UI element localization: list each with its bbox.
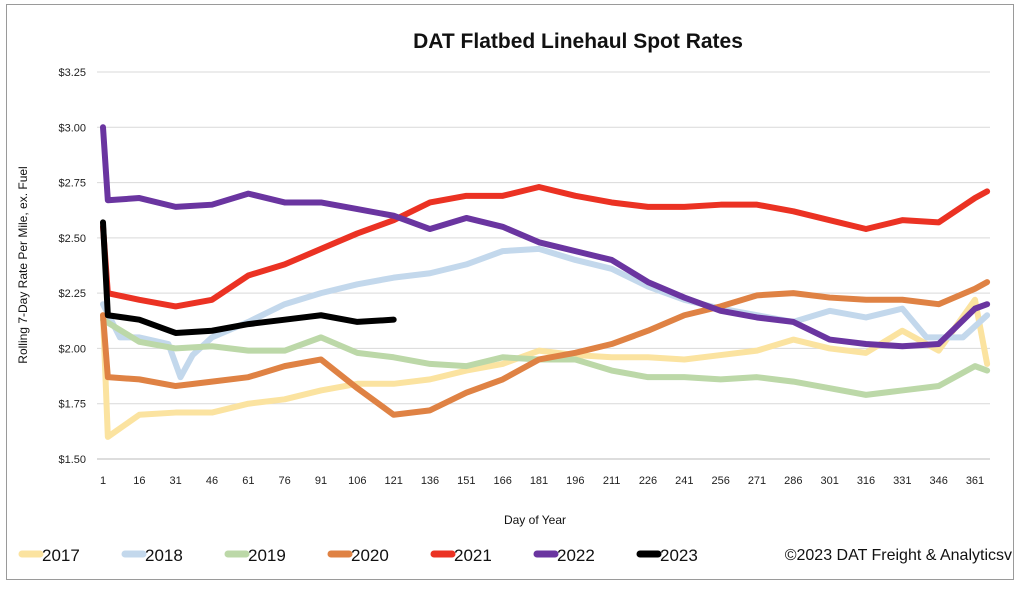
- y-tick-label: $2.50: [58, 233, 86, 245]
- series-line-2018: [100, 245, 991, 381]
- x-tick-label: 151: [457, 475, 475, 487]
- x-tick-label: 226: [639, 475, 657, 487]
- legend-label-2020: 2020: [351, 546, 389, 565]
- x-tick-label: 31: [170, 475, 182, 487]
- chart-title: DAT Flatbed Linehaul Spot Rates: [413, 30, 743, 53]
- x-tick-label: 346: [929, 475, 947, 487]
- x-tick-label: 91: [315, 475, 327, 487]
- x-tick-label: 166: [493, 475, 511, 487]
- x-tick-label: 106: [348, 475, 366, 487]
- x-tick-label: 286: [784, 475, 802, 487]
- y-tick-label: $2.25: [58, 288, 86, 300]
- series-line-2021: [100, 183, 991, 310]
- legend-label-2019: 2019: [248, 546, 286, 565]
- y-tick-label: $1.75: [58, 399, 86, 411]
- y-tick-label: $2.00: [58, 343, 86, 355]
- x-tick-label: 271: [748, 475, 766, 487]
- y-axis-label: Rolling 7-Day Rate Per Mile, ex. Fuel: [16, 166, 30, 363]
- y-tick-label: $1.50: [58, 454, 86, 466]
- series-line-2017: [100, 296, 991, 440]
- x-tick-label: 61: [242, 475, 254, 487]
- legend-label-2023: 2023: [660, 546, 698, 565]
- x-tick-label: 241: [675, 475, 693, 487]
- series-line-2020: [100, 279, 991, 418]
- x-axis-label: Day of Year: [504, 513, 566, 527]
- legend-label-2022: 2022: [557, 546, 595, 565]
- x-tick-label: 211: [603, 475, 621, 487]
- chart-frame: [6, 4, 1014, 580]
- y-tick-label: $2.75: [58, 178, 86, 190]
- y-tick-label: $3.25: [58, 67, 86, 79]
- x-tick-label: 16: [133, 475, 145, 487]
- x-tick-label: 46: [206, 475, 218, 487]
- legend-label-2017: 2017: [42, 546, 80, 565]
- x-tick-label: 136: [421, 475, 439, 487]
- copyright-note: ©2023 DAT Freight & Analyticsv: [785, 547, 1012, 564]
- series-line-2019: [100, 316, 991, 398]
- legend-label-2021: 2021: [454, 546, 492, 565]
- x-tick-label: 181: [530, 475, 548, 487]
- x-tick-label: 76: [279, 475, 291, 487]
- series-line-2023: [100, 219, 397, 336]
- x-tick-label: 316: [857, 475, 875, 487]
- legend-label-2018: 2018: [145, 546, 183, 565]
- x-tick-label: 1: [100, 475, 106, 487]
- x-tick-label: 301: [820, 475, 838, 487]
- y-tick-label: $3.00: [58, 122, 86, 134]
- x-tick-label: 121: [384, 475, 402, 487]
- x-tick-label: 361: [966, 475, 984, 487]
- x-tick-label: 256: [711, 475, 729, 487]
- series-line-2022: [100, 124, 991, 350]
- x-tick-label: 196: [566, 475, 584, 487]
- x-tick-label: 331: [893, 475, 911, 487]
